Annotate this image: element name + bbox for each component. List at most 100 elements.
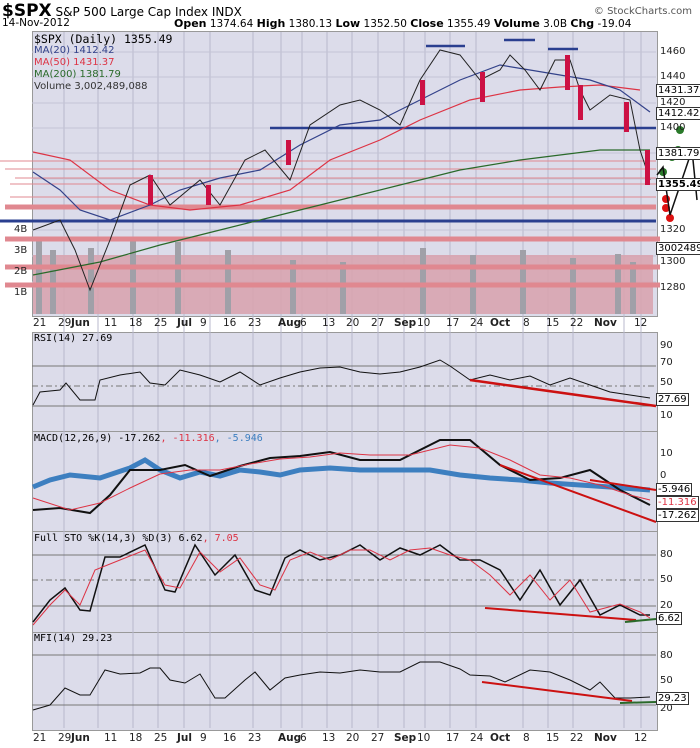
quote-bar: 14-Nov-2012 Open 1374.64 High 1380.13 Lo…: [2, 17, 658, 42]
macd-value: MACD(12,26,9) -17.262: [34, 433, 161, 444]
open-value: 1374.64: [209, 18, 254, 30]
x-label: 29: [58, 732, 72, 744]
x-label: 9: [200, 732, 207, 744]
macd-signal-value: , -11.316: [160, 433, 215, 444]
macd-tag: -17.262: [656, 509, 699, 522]
symbol: $SPX: [2, 1, 52, 21]
x-label: 23: [248, 317, 262, 329]
x-label: 6: [300, 732, 307, 744]
volume-tick: 2B: [14, 266, 28, 277]
x-label: Sep: [394, 317, 417, 329]
price-tick: 1300: [660, 256, 686, 267]
macd-tick: 0: [660, 470, 667, 481]
x-label: Oct: [490, 732, 511, 744]
x-label: 25: [154, 317, 168, 329]
x-label: 20: [346, 317, 360, 329]
x-label: 16: [223, 732, 237, 744]
x-label: 13: [322, 732, 336, 744]
x-label: Oct: [490, 317, 511, 329]
macd-tick: 10: [660, 448, 673, 459]
x-label: 20: [346, 732, 360, 744]
x-label: 12: [634, 732, 648, 744]
x-label: 27: [371, 732, 385, 744]
x-label: 11: [104, 732, 118, 744]
x-label: 17: [446, 732, 460, 744]
x-label: Jun: [71, 732, 90, 744]
high-value: 1380.13: [288, 18, 333, 30]
sto-tick: 50: [660, 574, 673, 585]
mfi-tag: 29.23: [656, 692, 689, 705]
watermark: © StockCharts.com: [593, 6, 692, 17]
x-label: Nov: [594, 317, 617, 329]
x-label: 10: [417, 732, 431, 744]
x-label: 27: [371, 317, 385, 329]
open-label: Open: [174, 17, 207, 30]
mfi-tick: 20: [660, 703, 673, 714]
x-label: 12: [634, 317, 648, 329]
price-tick: 1420: [660, 97, 686, 108]
macd-legend: MACD(12,26,9) -17.262, -11.316, -5.946: [34, 433, 263, 444]
x-label: 22: [570, 732, 584, 744]
close-value: 1355.49: [447, 18, 491, 30]
chart-title: $SPX S&P 500 Large Cap Index INDX: [2, 1, 242, 21]
volume-tick: 1B: [14, 287, 28, 298]
volume-legend: Volume 3,002,489,088: [34, 81, 148, 92]
price-tick: 1460: [660, 46, 686, 57]
high-label: High: [256, 17, 286, 30]
price-tick: 1280: [660, 282, 686, 293]
rsi-tick: 10: [660, 410, 673, 421]
close-label: Close: [410, 17, 444, 30]
x-label: 21: [33, 317, 47, 329]
mfi-tick: 50: [660, 675, 673, 686]
rsi-tag: 27.69: [656, 393, 689, 406]
x-label: 11: [104, 317, 118, 329]
x-label: 29: [58, 317, 72, 329]
x-label: 8: [523, 317, 530, 329]
quote-date: 14-Nov-2012: [2, 17, 70, 29]
x-label: 24: [470, 317, 484, 329]
x-label: 21: [33, 732, 47, 744]
mfi-tick: 80: [660, 650, 673, 661]
sto-tick: 20: [660, 600, 673, 611]
macd-hist-tag: -5.946: [656, 483, 693, 496]
sto-tick: 80: [660, 549, 673, 560]
close-tag: 1355.49: [656, 178, 700, 191]
exchange: INDX: [211, 5, 242, 19]
x-label: 15: [546, 732, 560, 744]
price-tick: 1320: [660, 224, 686, 235]
volume-tag: 3002489: [656, 242, 700, 255]
x-label: 8: [523, 732, 530, 744]
price-tick: 1440: [660, 71, 686, 82]
x-label: 13: [322, 317, 336, 329]
low-value: 1352.50: [363, 18, 407, 30]
rsi-tick: 70: [660, 357, 673, 368]
sto-legend: Full STO %K(14,3) %D(3) 6.62, 7.05: [34, 533, 239, 544]
x-label: 10: [417, 317, 431, 329]
x-label: Aug: [278, 317, 302, 329]
macd-hist-value: , -5.946: [214, 433, 263, 444]
x-label: 23: [248, 732, 262, 744]
low-label: Low: [335, 17, 361, 30]
mfi-panel: [32, 632, 658, 731]
ma50-tag: 1431.37: [656, 84, 700, 97]
volume-tick: 3B: [14, 245, 28, 256]
ma20-legend: MA(20) 1412.42: [34, 45, 115, 56]
x-label: 6: [300, 317, 307, 329]
x-label: Nov: [594, 732, 617, 744]
x-label: 9: [200, 317, 207, 329]
x-label: 15: [546, 317, 560, 329]
volume-label: Volume: [493, 17, 540, 30]
x-label: Sep: [394, 732, 417, 744]
volume-tick: 4B: [14, 224, 28, 235]
x-label: 24: [470, 732, 484, 744]
x-label: Jul: [177, 732, 192, 744]
price-legend: $SPX (Daily) 1355.49: [34, 32, 173, 46]
sto-k-value: Full STO %K(14,3) %D(3) 6.62: [34, 533, 203, 544]
sto-d-value: , 7.05: [202, 533, 239, 544]
x-label: 18: [129, 317, 143, 329]
rsi-tick: 50: [660, 377, 673, 388]
ma200-legend: MA(200) 1381.79: [34, 69, 121, 80]
sto-tag: 6.62: [656, 612, 683, 625]
ma50-legend: MA(50) 1431.37: [34, 57, 115, 68]
